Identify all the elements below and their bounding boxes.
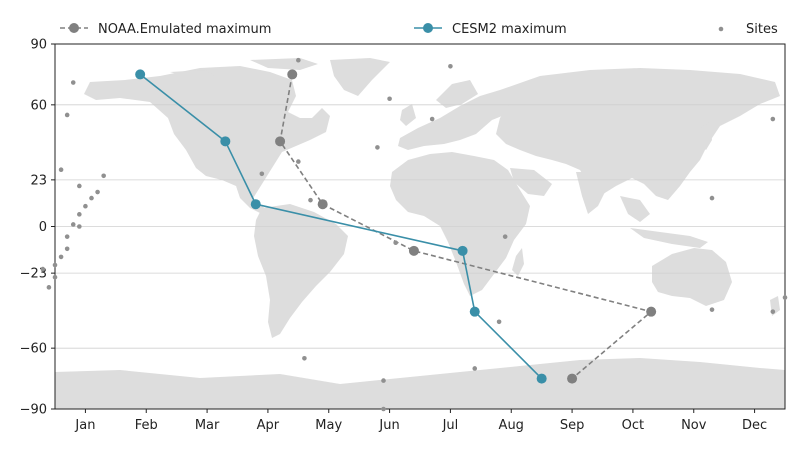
x-tick-label: Jan xyxy=(74,418,95,433)
data-point xyxy=(302,356,307,361)
data-point xyxy=(135,69,146,80)
x-tick-label: Feb xyxy=(135,418,158,433)
series-0 xyxy=(275,69,657,384)
legend: NOAA.Emulated maximum CESM2 maximum Sites xyxy=(60,22,778,37)
data-point xyxy=(536,373,547,384)
legend-label: Sites xyxy=(746,22,778,37)
data-point xyxy=(381,406,386,412)
x-tick-label: May xyxy=(315,418,342,433)
x-tick-label: Apr xyxy=(257,418,280,433)
y-tick-label: −60 xyxy=(20,342,47,357)
y-tick-label: 60 xyxy=(30,98,47,113)
series-line xyxy=(139,73,543,380)
data-point xyxy=(296,159,301,164)
data-point xyxy=(77,224,82,229)
data-point xyxy=(296,57,301,63)
legend-label: NOAA.Emulated maximum xyxy=(98,22,271,37)
data-point xyxy=(64,112,70,118)
legend-marker xyxy=(423,23,433,33)
legend-item: NOAA.Emulated maximum xyxy=(60,22,271,37)
x-tick-label: Mar xyxy=(195,418,220,433)
data-point xyxy=(308,197,313,203)
data-point xyxy=(95,189,100,195)
series-1 xyxy=(135,69,547,384)
legend-marker xyxy=(69,23,79,33)
data-point xyxy=(375,145,380,150)
x-axis: Jan Feb Mar Apr May Jun Jul Aug Sep Oct Nov Dec xyxy=(74,409,767,433)
data-point xyxy=(70,222,76,227)
data-point xyxy=(709,307,715,312)
data-point xyxy=(448,64,453,69)
data-point xyxy=(46,285,52,290)
data-point xyxy=(393,240,398,246)
y-tick-label: 23 xyxy=(30,173,47,188)
data-point xyxy=(782,295,788,300)
data-point xyxy=(709,195,715,201)
x-tick-label: Jul xyxy=(442,418,459,433)
series-line xyxy=(279,74,653,380)
data-point xyxy=(52,262,58,268)
x-tick-label: Jun xyxy=(378,418,399,433)
y-axis: 90 60 23 0 −23 −60 −90 xyxy=(20,38,55,418)
data-point xyxy=(77,212,82,217)
x-tick-label: Nov xyxy=(681,418,707,433)
data-point xyxy=(502,234,508,239)
data-point xyxy=(40,266,46,272)
y-tick-label: 0 xyxy=(39,220,47,235)
x-tick-label: Dec xyxy=(742,418,767,433)
data-point xyxy=(64,234,70,239)
data-point xyxy=(77,183,82,189)
data-point xyxy=(646,306,657,317)
data-point xyxy=(52,274,58,280)
data-point xyxy=(250,199,261,210)
data-point xyxy=(58,254,64,260)
legend-item: Sites xyxy=(718,22,778,37)
legend-marker xyxy=(718,26,724,32)
y-tick-label: 90 xyxy=(30,38,47,53)
y-tick-label: −23 xyxy=(20,267,47,282)
y-tick-label: −90 xyxy=(20,403,47,418)
data-point xyxy=(101,173,106,179)
data-point xyxy=(64,246,70,252)
data-point xyxy=(89,195,94,201)
legend-label: CESM2 maximum xyxy=(452,22,567,37)
data-point xyxy=(83,203,88,209)
data-point xyxy=(770,116,776,122)
data-point xyxy=(259,171,265,177)
data-point xyxy=(70,80,76,85)
x-tick-label: Aug xyxy=(499,418,524,433)
data-point xyxy=(429,116,435,122)
legend-item: CESM2 maximum xyxy=(414,22,567,37)
data-point xyxy=(58,167,64,173)
series-2 xyxy=(40,57,788,412)
series-layer xyxy=(40,57,788,412)
data-point xyxy=(287,69,298,80)
data-point xyxy=(275,136,286,147)
data-point xyxy=(220,136,231,147)
gridlines xyxy=(55,104,785,349)
data-point xyxy=(387,96,392,102)
x-tick-label: Oct xyxy=(622,418,644,433)
data-point xyxy=(770,309,776,314)
world-map xyxy=(55,58,785,409)
data-point xyxy=(567,373,578,384)
data-point xyxy=(469,306,480,317)
data-point xyxy=(408,245,419,256)
data-point xyxy=(381,378,386,383)
data-point xyxy=(457,245,468,256)
x-tick-label: Sep xyxy=(560,418,585,433)
data-point xyxy=(317,199,328,210)
data-point xyxy=(472,366,478,371)
data-point xyxy=(496,319,502,325)
